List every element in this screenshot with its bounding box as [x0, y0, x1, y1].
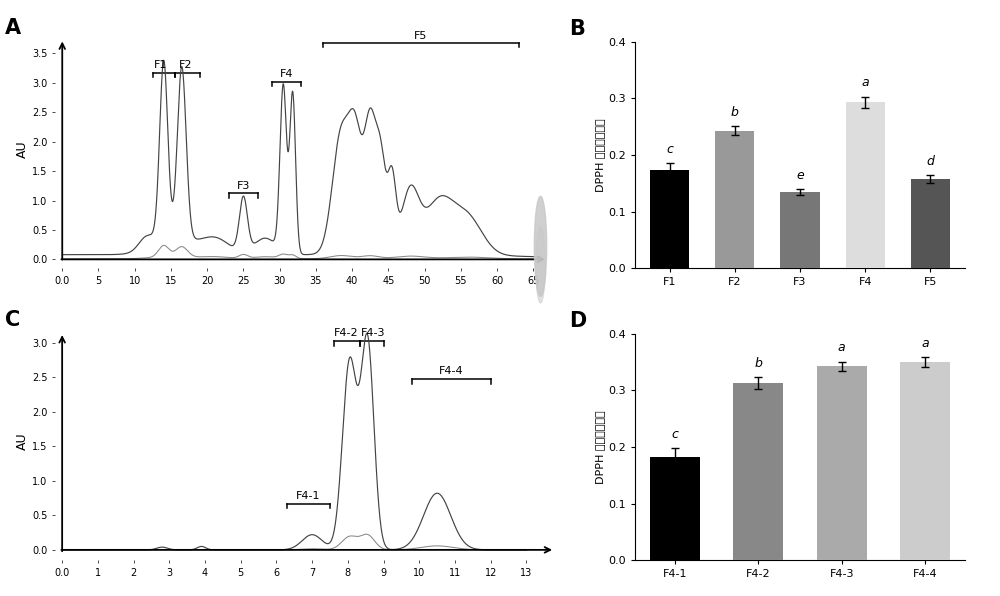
Text: F4-1: F4-1 [296, 491, 321, 501]
Y-axis label: DPPH 自由基清除率: DPPH 自由基清除率 [595, 410, 605, 484]
Text: F4: F4 [280, 69, 294, 79]
Text: a: a [921, 337, 929, 350]
Text: A: A [5, 18, 21, 38]
Circle shape [536, 226, 545, 303]
Text: F4-4: F4-4 [439, 367, 464, 377]
Text: a: a [861, 76, 869, 89]
Y-axis label: AU: AU [16, 432, 29, 450]
Text: F3: F3 [237, 181, 250, 191]
Circle shape [534, 197, 547, 296]
Bar [650, 457, 700, 560]
Text: F5: F5 [414, 31, 428, 41]
Text: e: e [796, 169, 804, 182]
Text: F4-3: F4-3 [361, 328, 385, 339]
Text: C: C [5, 310, 20, 330]
Text: c: c [666, 142, 673, 156]
Text: D: D [569, 311, 586, 331]
Text: F1: F1 [153, 60, 167, 70]
Text: F4-2: F4-2 [334, 328, 358, 339]
Y-axis label: DPPH 自由基清除率: DPPH 自由基清除率 [595, 118, 605, 192]
Bar [817, 366, 867, 560]
Y-axis label: AU: AU [16, 140, 29, 158]
Bar [846, 103, 885, 268]
Bar [780, 192, 820, 268]
Text: a: a [838, 341, 845, 354]
Text: F2: F2 [179, 60, 192, 70]
Text: b: b [754, 357, 762, 370]
Text: d: d [926, 155, 934, 168]
Text: B: B [569, 19, 585, 39]
Bar [911, 179, 950, 268]
Bar [715, 131, 754, 268]
Bar [650, 170, 689, 268]
Text: b: b [731, 105, 739, 119]
Bar [733, 383, 783, 560]
Bar [900, 362, 950, 560]
Text: c: c [672, 428, 678, 441]
